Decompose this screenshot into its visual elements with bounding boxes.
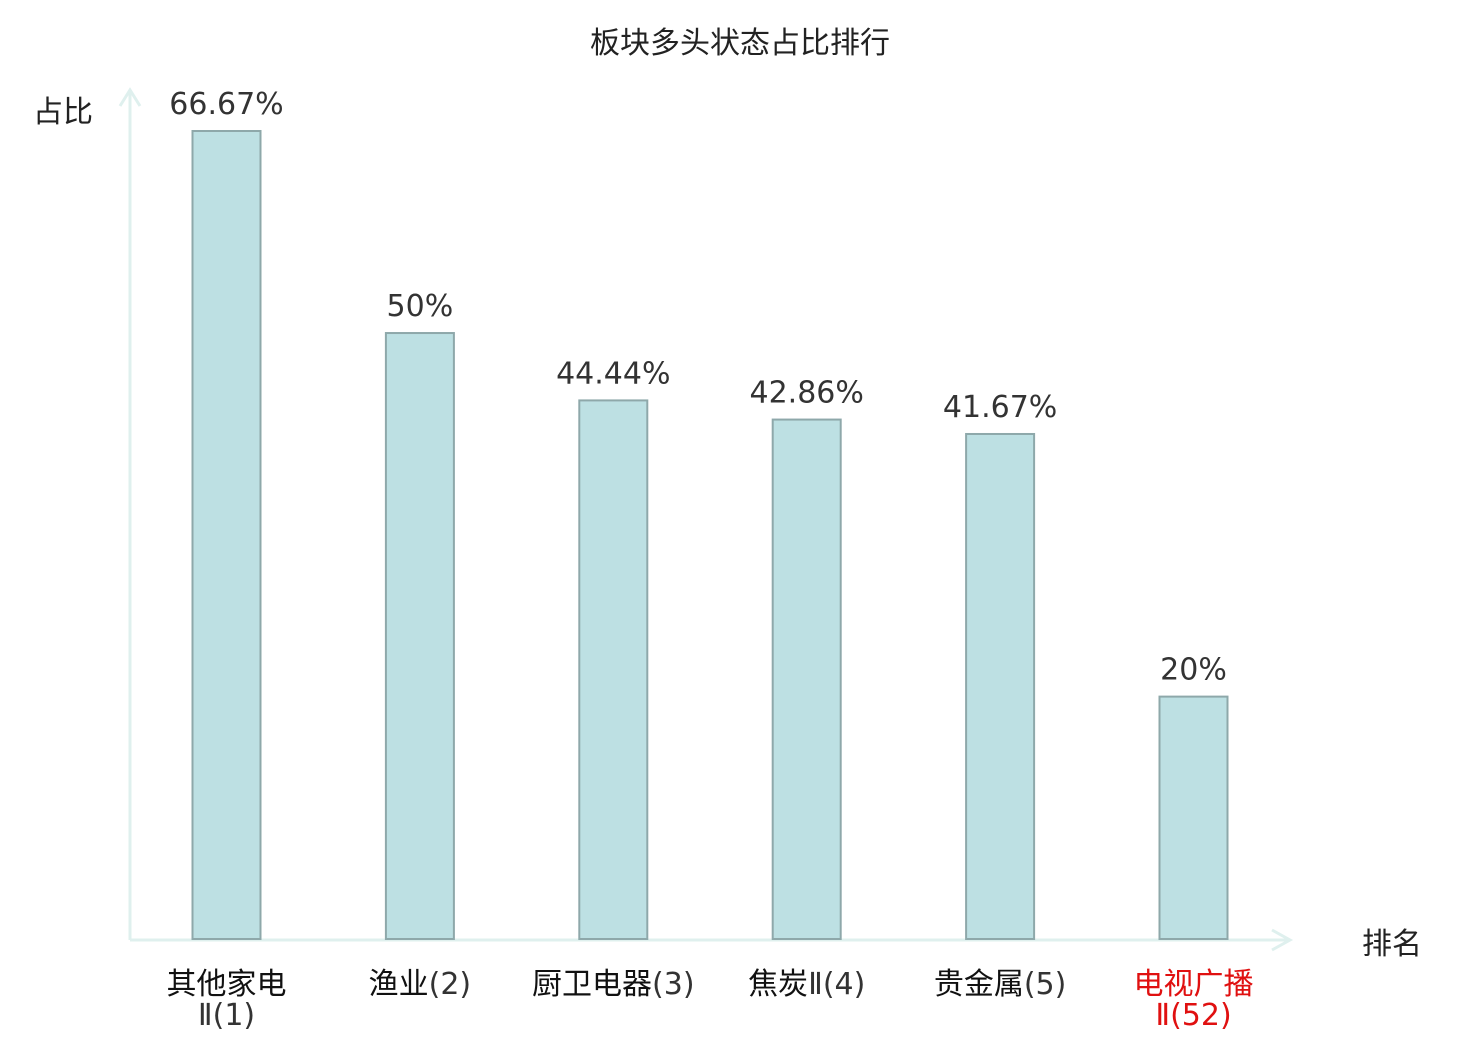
x-tick-label-name: 其他家电 [167,967,287,1002]
y-axis-arrow [118,87,142,107]
bar-value-label: 44.44% [556,356,670,391]
x-tick-label: 贵金属(5) [934,967,1067,1002]
x-tick-label-name: 焦炭 [748,967,808,1002]
value-labels-group: 66.67% 50% 44.44% 42.86% 41.67% 20% [169,87,1227,688]
bar [1158,695,1229,940]
y-axis-title: 占比 [33,95,93,130]
bars-group [191,130,1229,941]
x-tick-label-rank: Ⅱ(4) [808,967,865,1002]
bar [384,332,455,941]
x-tick-label: 渔业(2) [369,967,472,1002]
x-tick-label-rank: (5) [1024,967,1067,1002]
bar-value-label: 20% [1160,653,1227,688]
bar-value-label: 66.67% [169,87,283,122]
bar-value-label: 50% [387,289,454,324]
x-tick-label-rank: (3) [652,967,695,1002]
x-tick-label-rank: (2) [429,967,472,1002]
x-tick-label-name: 电视广播 [1134,967,1254,1002]
bar [578,399,649,940]
x-tick-label: 厨卫电器(3) [532,967,695,1002]
x-tick-label-name: 厨卫电器 [532,967,652,1002]
x-tick-label-rank: Ⅱ(52) [1155,998,1231,1033]
chart-title: 板块多头状态占比排行 [590,26,890,61]
x-tick-label-rank: Ⅱ(1) [198,998,255,1033]
x-axis-title: 排名 [1362,927,1422,962]
x-tick-label-name: 贵金属 [934,967,1024,1002]
x-axis-arrow [1271,928,1294,952]
x-tick-label: 焦炭Ⅱ(4) [748,967,865,1002]
x-tick-label-name: 渔业 [369,967,429,1002]
bar [191,130,262,940]
bar-value-label: 42.86% [750,376,864,411]
bar-value-label: 41.67% [943,390,1057,425]
bar [771,418,842,941]
axes: 占比 排名 [33,87,1422,962]
bar [965,432,1036,940]
